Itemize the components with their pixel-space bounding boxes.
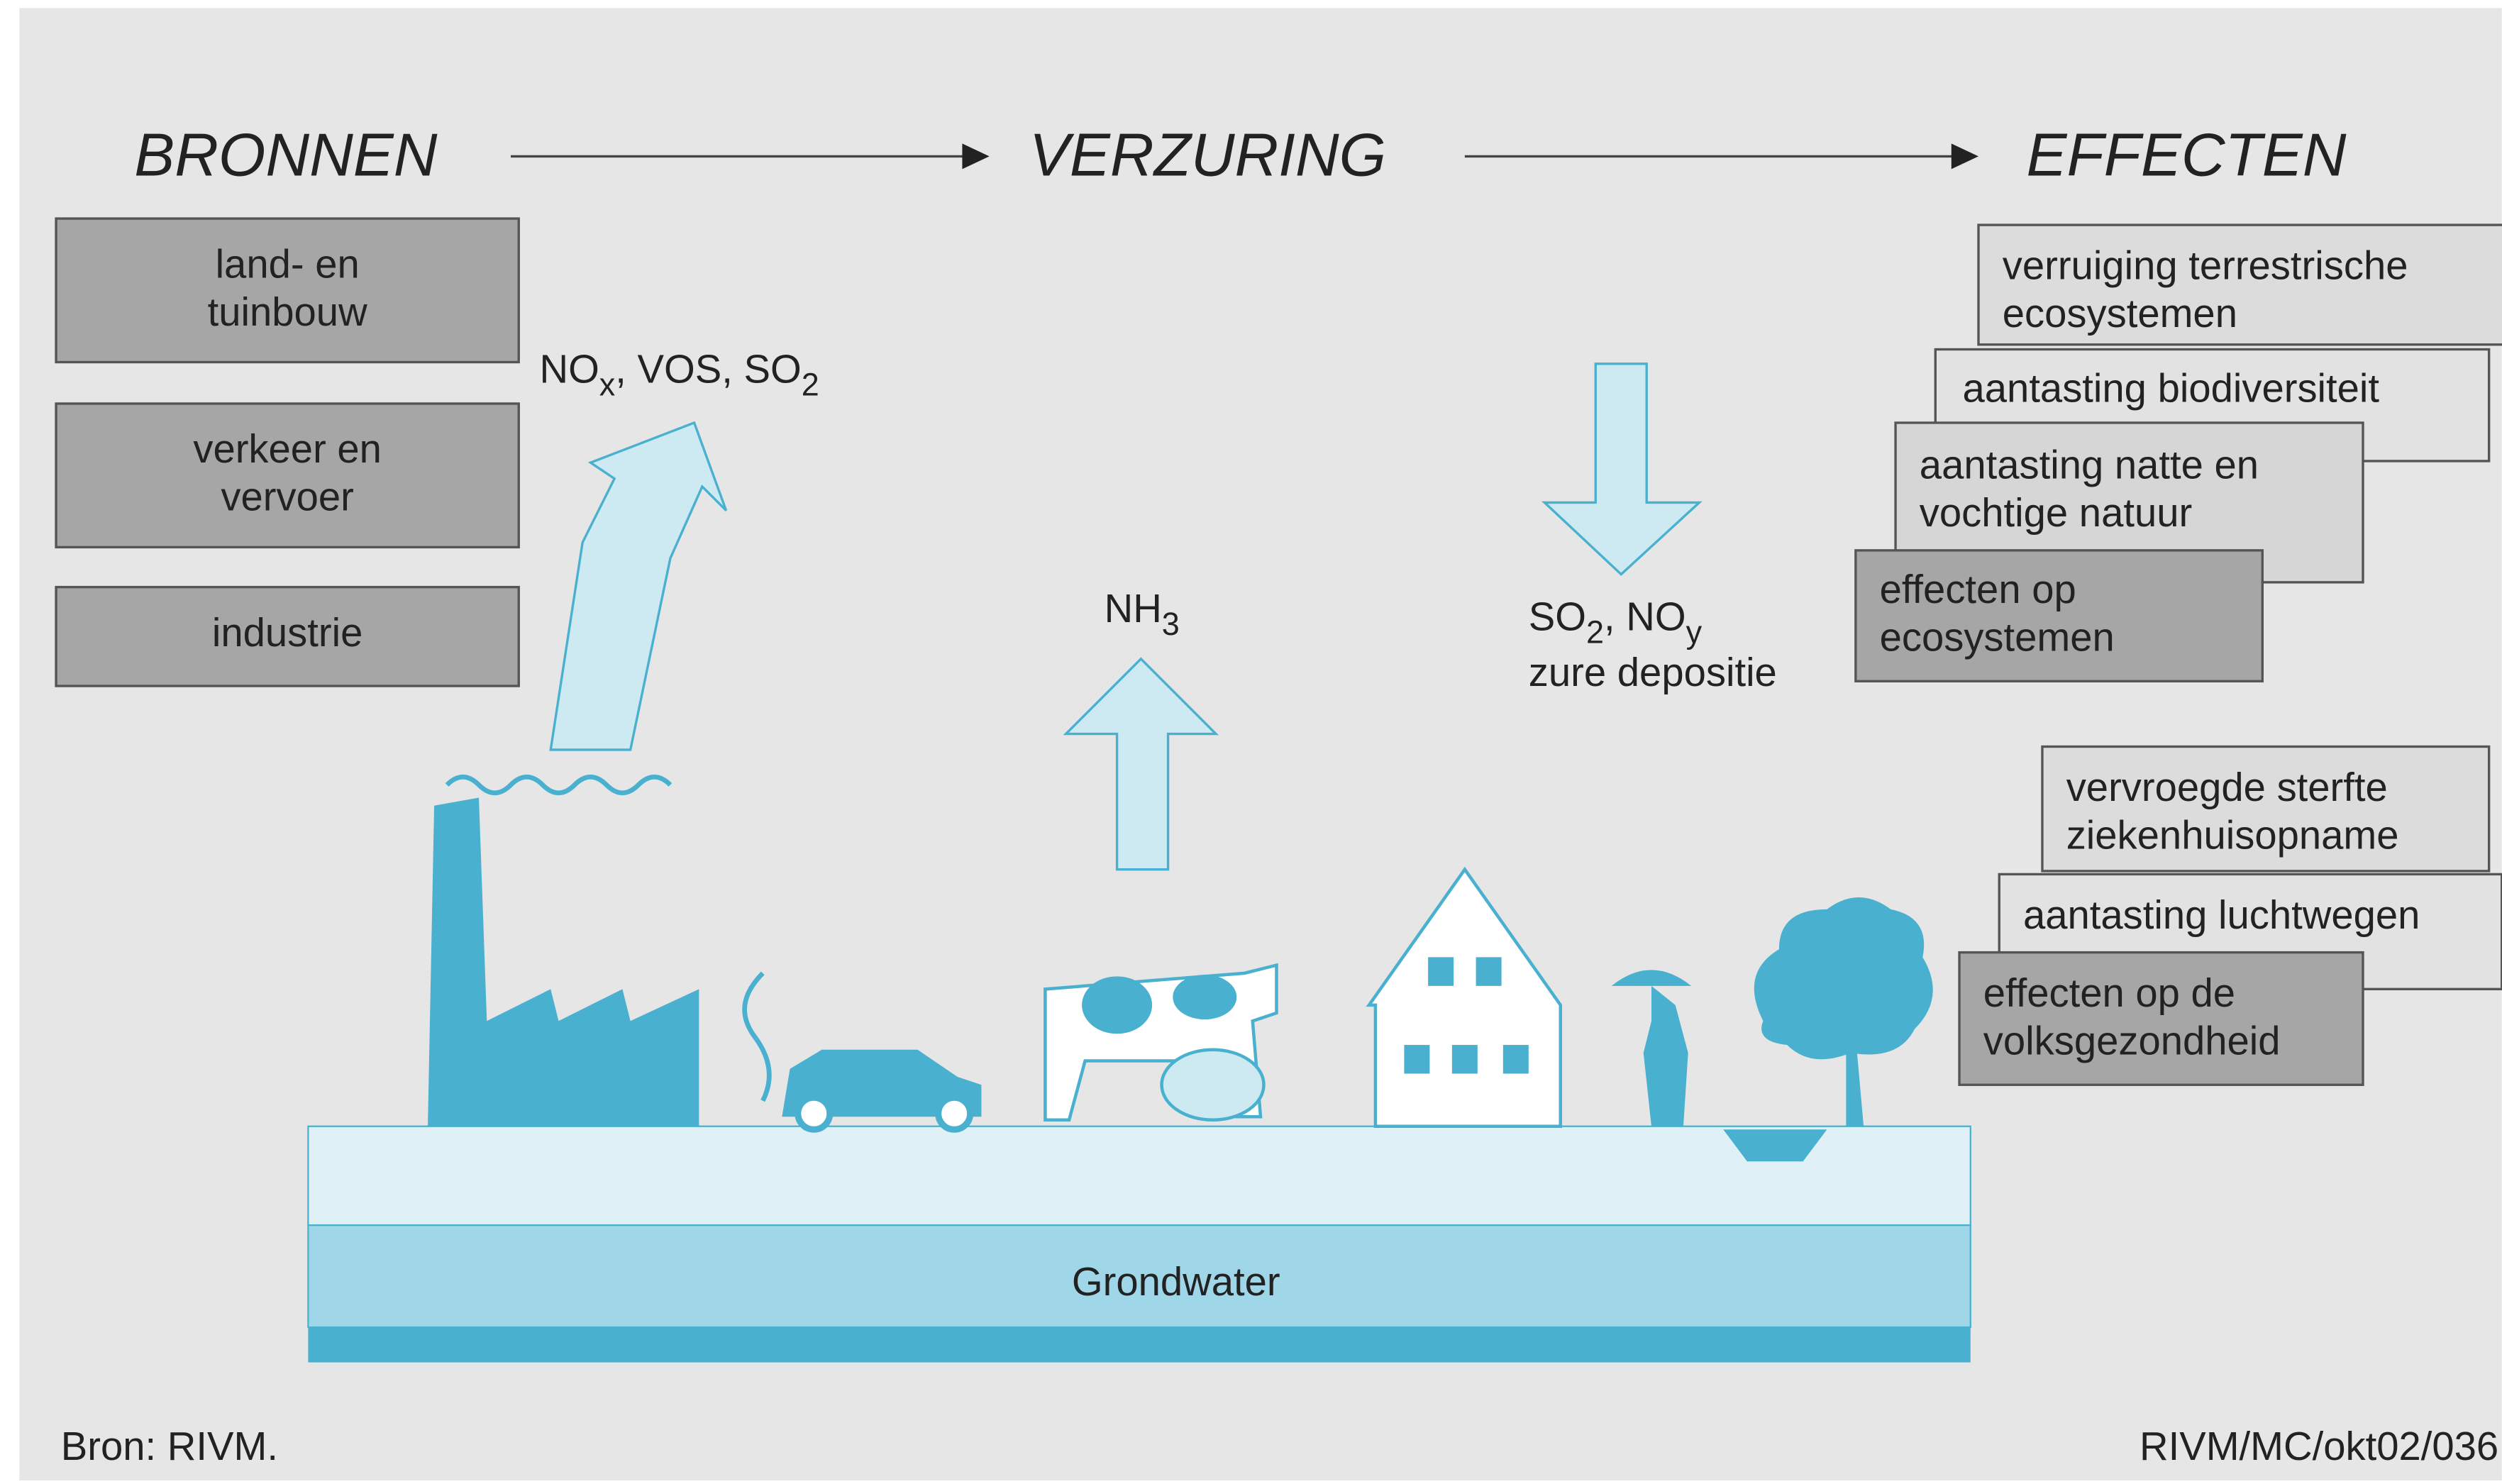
subscript: x [599, 367, 615, 403]
effect-label: vervroegde sterfte [2066, 765, 2388, 809]
source-label: land- en [216, 241, 360, 286]
source-note: Bron: RIVM. [61, 1424, 278, 1468]
effect-label: ziekenhuisopname [2066, 812, 2399, 857]
source-label: vervoer [221, 475, 353, 519]
deposition-label: zure depositie [1529, 650, 1777, 694]
diagram: BRONNEN VERZURING EFFECTEN land- en tuin… [0, 0, 2502, 1480]
text: NO [539, 347, 599, 392]
effect-label: volksgezondheid [1983, 1019, 2281, 1063]
groundwater-label: Grondwater [1072, 1259, 1280, 1304]
effect-label: ecosystemen [1880, 615, 2115, 660]
sources: land- en tuinbouw verkeer en vervoer ind… [56, 218, 519, 686]
source-label: verkeer en [193, 426, 382, 471]
effect-label: vochtige natuur [1920, 490, 2192, 535]
subscript: 2 [1586, 614, 1604, 650]
subscript: y [1686, 614, 1703, 650]
header-sources: BRONNEN [134, 121, 438, 189]
effect-label: ecosystemen [2003, 291, 2237, 336]
effect-label: aantasting natte en [1920, 443, 2259, 487]
effect-label: effecten op [1880, 567, 2076, 611]
text: SO [1529, 594, 1586, 638]
text: , VOS, SO [615, 347, 801, 392]
header-acidification: VERZURING [1029, 121, 1386, 189]
subscript: 3 [1162, 606, 1180, 642]
pig-icon [1162, 1050, 1264, 1120]
text: , NO [1604, 594, 1686, 638]
effect-label: verruiging terrestrische [2003, 243, 2408, 288]
effect-label: effecten op de [1983, 970, 2235, 1015]
code-note: RIVM/MC/okt02/036 [2140, 1424, 2498, 1468]
header-effects: EFFECTEN [2026, 121, 2346, 189]
text: NH [1105, 586, 1162, 631]
source-label: industrie [212, 610, 363, 655]
ground: Grondwater [308, 1126, 1970, 1363]
source-label: tuinbouw [208, 289, 367, 334]
effect-label: aantasting luchtwegen [2023, 892, 2420, 937]
subscript: 2 [802, 367, 819, 403]
effect-label: aantasting biodiversiteit [1963, 366, 2380, 411]
